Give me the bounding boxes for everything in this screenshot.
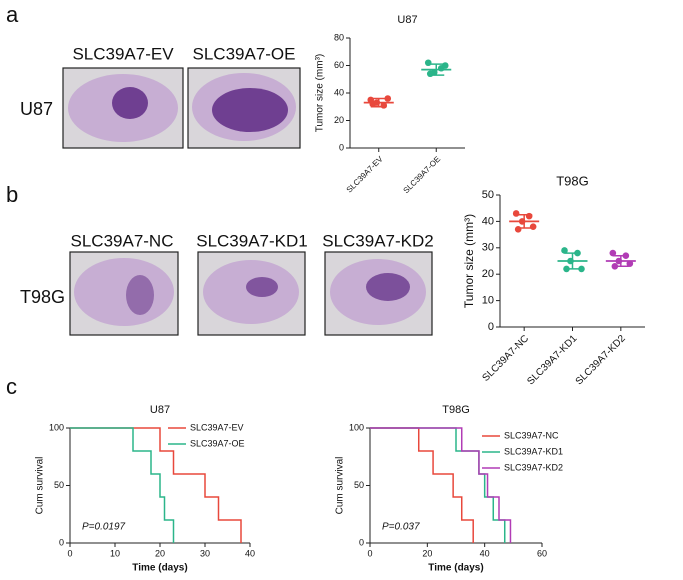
brain-section: [187, 67, 301, 149]
data-point: [426, 70, 434, 78]
y-tick-label: 80: [334, 32, 344, 42]
y-tick-label: 50: [54, 480, 64, 490]
survival-line: [70, 427, 242, 543]
data-point: [424, 59, 432, 67]
data-point: [441, 62, 449, 69]
error-bar: [564, 252, 581, 270]
y-tick-label: 0: [488, 321, 494, 333]
survival-line: [370, 427, 474, 543]
y-axis-label: Tumor size (mm³): [462, 214, 476, 308]
x-tick-label: 20: [422, 548, 432, 558]
x-tick-label: SLC39A7-KD2: [574, 333, 628, 387]
data-point: [525, 212, 533, 220]
y-tick-label: 50: [354, 480, 364, 490]
y-tick-label: 10: [482, 295, 494, 307]
error-bar: [612, 254, 629, 268]
y-tick-label: 0: [339, 142, 344, 152]
row-label: U87: [20, 99, 53, 119]
x-tick-label: 10: [110, 548, 120, 558]
legend-label: SLC39A7-NC: [504, 430, 559, 440]
brain-section: [324, 251, 433, 336]
y-tick-label: 100: [49, 422, 64, 432]
chart-title: U87: [397, 14, 417, 26]
y-tick-label: 40: [334, 87, 344, 97]
data-point: [609, 249, 617, 257]
image-label: SLC39A7-EV: [72, 44, 174, 63]
image-label: SLC39A7-NC: [71, 231, 174, 250]
x-tick-label: SLC39A7-NC: [481, 333, 532, 384]
legend-label: SLC39A7-OE: [190, 438, 245, 448]
panel-label: b: [6, 182, 18, 207]
y-tick-label: 100: [349, 422, 364, 432]
x-tick-label: 60: [537, 548, 547, 558]
x-tick-label: 20: [155, 548, 165, 558]
chart-title: U87: [150, 404, 170, 416]
panel-label: a: [6, 2, 19, 27]
annotation: P=0.0197: [82, 522, 126, 533]
brain-section: [197, 251, 306, 336]
y-tick-label: 0: [359, 537, 364, 547]
y-tick-label: 40: [482, 215, 494, 227]
image-label: SLC39A7-KD1: [196, 231, 308, 250]
x-tick-label: 0: [367, 548, 372, 558]
image-label: SLC39A7-OE: [193, 44, 296, 63]
legend-label: SLC39A7-KD2: [504, 462, 563, 472]
data-point: [578, 265, 585, 273]
x-tick-label: 0: [67, 548, 72, 558]
y-axis-label: Cum survival: [35, 457, 46, 515]
data-point: [529, 223, 537, 230]
legend-label: SLC39A7-EV: [190, 422, 244, 432]
error-bar: [516, 214, 533, 229]
x-axis-label: Time (days): [132, 563, 187, 574]
row-label: T98G: [20, 287, 65, 307]
image-label: SLC39A7-KD2: [322, 231, 434, 250]
x-tick-label: SLC39A7-KD1: [525, 333, 579, 387]
x-tick-label: 40: [245, 548, 255, 558]
brain-section: [69, 251, 179, 336]
y-tick-label: 0: [59, 537, 64, 547]
chart-title: T98G: [442, 404, 470, 416]
brain-section: [62, 67, 184, 149]
y-axis-label: Tumor size (mm³): [315, 54, 326, 133]
x-tick-label: SLC39A7-OE: [402, 155, 443, 196]
error-bar: [370, 97, 387, 108]
y-tick-label: 60: [334, 60, 344, 70]
legend-label: SLC39A7-KD1: [504, 446, 563, 456]
y-axis-label: Cum survival: [335, 457, 346, 515]
data-point: [512, 210, 520, 217]
x-tick-label: 40: [480, 548, 490, 558]
data-point: [626, 260, 634, 267]
y-tick-label: 30: [482, 242, 494, 254]
survival-line: [370, 427, 512, 543]
data-point: [384, 95, 392, 102]
x-tick-label: SLC39A7-EV: [345, 154, 385, 194]
y-tick-label: 20: [334, 115, 344, 125]
data-point: [514, 226, 522, 233]
survival-line: [70, 427, 175, 543]
panel-label: c: [6, 374, 17, 399]
y-tick-label: 50: [482, 189, 494, 201]
error-bar: [428, 63, 445, 76]
annotation: P=0.037: [382, 522, 420, 533]
chart-title: T98G: [556, 173, 589, 188]
y-tick-label: 20: [482, 268, 494, 280]
x-tick-label: 30: [200, 548, 210, 558]
data-point: [561, 247, 568, 254]
x-axis-label: Time (days): [428, 563, 483, 574]
